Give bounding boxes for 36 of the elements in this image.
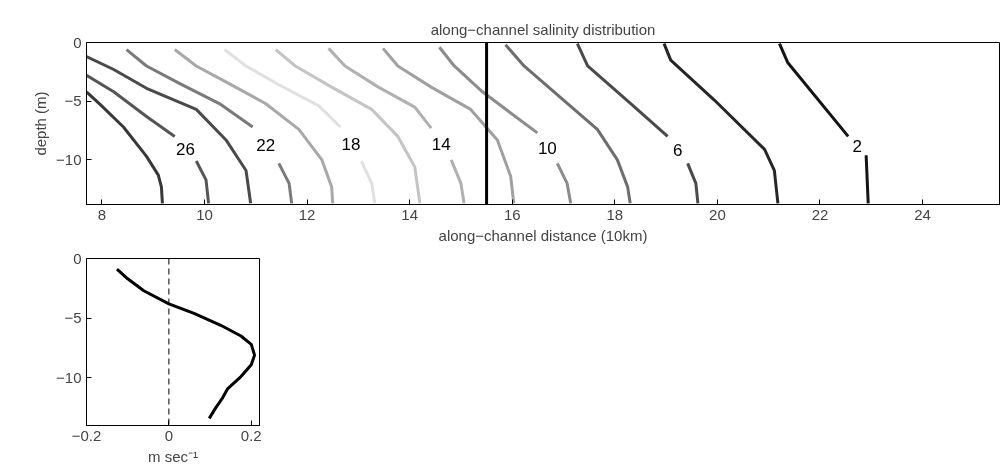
y-tick-label: −5 xyxy=(64,92,82,110)
x-tick-label: 14 xyxy=(401,205,418,223)
x-tick-label: 18 xyxy=(606,205,624,223)
y-tick-label: −5 xyxy=(64,309,82,327)
series-label: 10 xyxy=(537,139,557,159)
chart-title: along−channel salinity distribution xyxy=(430,20,656,38)
x-tick-label: 20 xyxy=(709,205,726,223)
line-series xyxy=(381,46,516,205)
x-axis-title: m sec⁻¹ xyxy=(148,447,198,465)
x-tick-label: 16 xyxy=(503,205,521,223)
y-axis-title: depth (m) xyxy=(32,91,50,156)
line-series xyxy=(504,43,632,205)
y-tick-label: 0 xyxy=(73,33,82,51)
line-series xyxy=(662,42,780,205)
series-label: 18 xyxy=(341,135,361,155)
series-label: 22 xyxy=(256,136,276,156)
x-tick-label: 8 xyxy=(97,205,107,223)
y-tick-label: −10 xyxy=(56,368,82,386)
y-tick-label: 0 xyxy=(73,249,82,267)
x-tick-label: −0.2 xyxy=(71,426,102,444)
y-tick-label: −10 xyxy=(56,150,82,168)
line-series xyxy=(173,48,335,205)
x-tick-label: 12 xyxy=(298,205,316,223)
series-label: 26 xyxy=(176,139,195,159)
x-tick-label: 10 xyxy=(196,205,213,223)
line-series xyxy=(86,90,164,205)
x-tick-label: 24 xyxy=(914,205,931,223)
series-label: 6 xyxy=(672,140,683,160)
x-tick-label: 22 xyxy=(811,205,829,223)
x-tick-label: 0.2 xyxy=(240,426,262,444)
series-label: 14 xyxy=(431,135,451,155)
x-tick-label: 0 xyxy=(164,426,174,444)
line-series xyxy=(274,48,422,205)
series-label: 2 xyxy=(852,136,862,156)
line-series xyxy=(86,55,253,205)
x-axis-title: along−channel distance (10km) xyxy=(438,226,648,244)
